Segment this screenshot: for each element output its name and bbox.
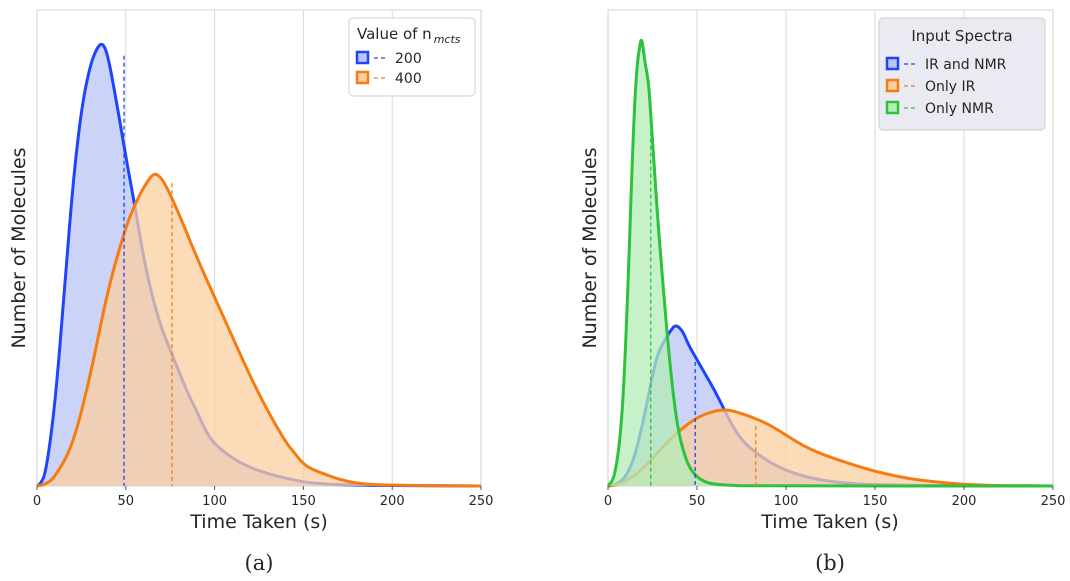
legend-swatch: [885, 56, 900, 71]
legend-swatch: [885, 78, 900, 93]
panel-label-a: (a): [245, 551, 274, 575]
x-tick-label: 250: [1041, 494, 1066, 509]
x-tick-label: 50: [118, 494, 135, 509]
legend-label: 200: [395, 51, 422, 67]
legend-box-b: [878, 17, 1046, 131]
legend-box-a: [348, 17, 476, 97]
legend-swatch: [885, 100, 900, 115]
x-tick-label: 150: [291, 494, 316, 509]
x-tick-label: 200: [952, 494, 977, 509]
legend-title-a: Value of n mcts: [357, 25, 461, 46]
legend-swatch: [355, 50, 370, 65]
legend-title-main-a: Value of n: [357, 25, 432, 43]
median-lines-a: [123, 55, 173, 486]
series-areas-a: [36, 42, 482, 488]
series-line-400: [36, 172, 482, 488]
legend-label: IR and NMR: [925, 57, 1007, 73]
series-areas-b: [606, 38, 1054, 488]
legend-label: 400: [395, 71, 422, 87]
x-tick-label: 100: [774, 494, 799, 509]
legend-label: Only IR: [925, 79, 976, 95]
series-area-only-ir: [608, 410, 1053, 486]
panel-b: 0 50 100 150 200 250 Time Taken (s) Number of…: [579, 9, 1066, 575]
x-tick-label: 150: [863, 494, 888, 509]
x-tick-label: 100: [202, 494, 227, 509]
legend-swatch: [355, 70, 370, 85]
x-tick-label: 0: [604, 494, 612, 509]
median-lines-b: [650, 131, 757, 486]
legend-label: Only NMR: [925, 101, 994, 117]
x-tick-label: 200: [380, 494, 405, 509]
x-tick-label: 50: [689, 494, 706, 509]
legend-b: Input Spectra IR and NMR Only IR Only NMR: [878, 17, 1046, 131]
x-tick-label: 0: [33, 494, 41, 509]
panel-label-b: (b): [815, 551, 845, 575]
x-ticks-b: 0 50 100 150 200 250: [604, 486, 1066, 509]
legend-title-b: Input Spectra: [911, 27, 1012, 45]
panel-a: 0 50 100 150 200 250 Time Taken (s) Number of…: [8, 9, 494, 575]
x-axis-label-a: Time Taken (s): [189, 511, 327, 533]
series-area-only-nmr: [608, 40, 1053, 486]
legend-items-b: IR and NMR Only IR Only NMR: [885, 56, 1007, 117]
series-area-400: [37, 174, 481, 486]
series-line-only-nmr: [606, 38, 1053, 488]
x-ticks-a: 0 50 100 150 200 250: [33, 486, 494, 509]
legend-title-sub-a: mcts: [434, 33, 461, 46]
x-axis-label-b: Time Taken (s): [760, 511, 898, 533]
x-tick-label: 250: [469, 494, 494, 509]
y-axis-label-a: Number of Molecules: [8, 147, 30, 348]
y-axis-label-b: Number of Molecules: [579, 147, 601, 348]
